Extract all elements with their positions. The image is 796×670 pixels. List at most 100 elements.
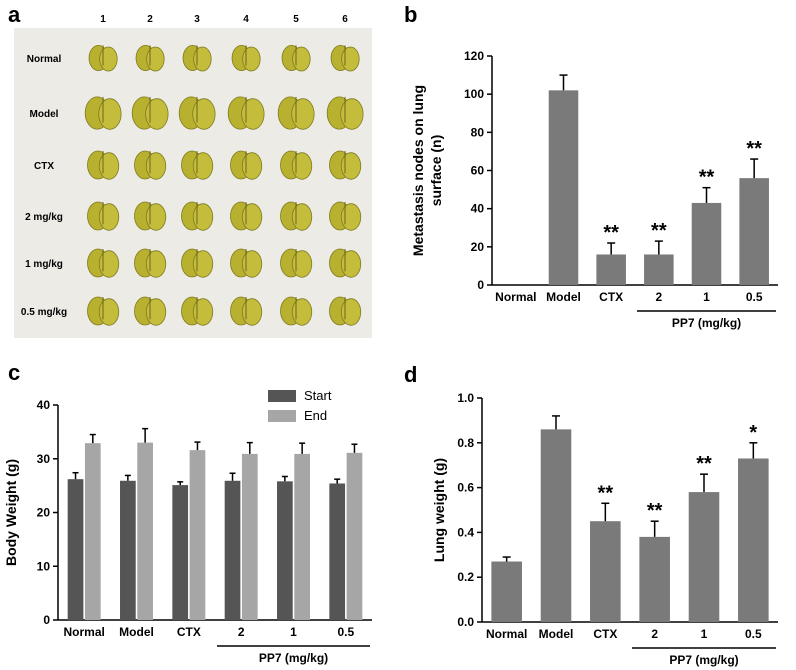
lung-lobe-right — [192, 98, 216, 130]
lung-specimen — [326, 96, 364, 130]
lung-specimen — [182, 45, 212, 72]
lung-specimen — [178, 96, 216, 130]
lung-lobe-right — [241, 203, 263, 231]
lung-specimen — [181, 201, 214, 231]
legend-label: Start — [304, 388, 332, 403]
legend-label: End — [304, 408, 327, 423]
lung-specimen — [135, 45, 165, 72]
lung-lobe-right — [291, 203, 313, 231]
bar-end — [189, 450, 206, 620]
lung-lobe-right — [145, 98, 169, 130]
lung-specimen — [231, 45, 261, 72]
lung-specimen — [134, 296, 167, 326]
x-tick-label: Normal — [495, 290, 536, 304]
photo-row-label: 0.5 mg/kg — [21, 307, 67, 318]
lung-lobe-right — [192, 203, 214, 231]
x-tick-label: 1 — [290, 625, 297, 639]
y-axis-title-line: surface (n) — [428, 135, 444, 207]
y-tick-label: 120 — [464, 49, 484, 63]
photo-column-label: 5 — [293, 14, 299, 25]
lung-specimen — [329, 296, 362, 326]
photo-row-label: Normal — [27, 54, 62, 65]
x-tick-label: CTX — [593, 627, 617, 641]
significance-marker: ** — [603, 222, 619, 244]
bar — [540, 429, 572, 622]
y-axis-title: Lung weight (g) — [431, 458, 447, 562]
lung-lobe-right — [193, 46, 212, 72]
bar-end — [137, 442, 153, 620]
y-axis-title: Body Weight (g) — [3, 459, 19, 566]
y-tick-label: 0 — [477, 278, 484, 292]
lung-lobe-right — [146, 46, 165, 72]
photo-background — [14, 28, 372, 338]
lung-specimen — [281, 45, 311, 72]
photo-row-label: 1 mg/kg — [25, 259, 63, 270]
bar — [548, 90, 579, 285]
x-tick-label: Normal — [486, 627, 527, 641]
lung-lobe-right — [192, 250, 214, 278]
lung-specimen — [330, 45, 360, 72]
lung-lobe-right — [145, 298, 167, 326]
bar-start — [277, 481, 293, 620]
panel-d-chart: 0.0 0.2 0.4 0.6 0.8 1.0 Lung weight (g) Normal M… — [431, 391, 778, 667]
lung-lobe-right — [291, 298, 313, 326]
y-tick-label: 0.6 — [457, 481, 474, 495]
lung-lobe-right — [241, 250, 263, 278]
lung-lobe-right — [340, 203, 362, 231]
bar-end — [346, 452, 363, 620]
lung-specimen — [277, 96, 315, 130]
bar — [491, 561, 522, 622]
bar-start — [120, 480, 136, 620]
x-tick-label: 0.5 — [745, 627, 762, 641]
y-tick-label: 20 — [471, 240, 485, 254]
lung-specimen — [134, 201, 167, 231]
bar — [639, 536, 670, 622]
lung-lobe-right — [98, 203, 120, 231]
significance-marker: ** — [746, 138, 762, 160]
x-tick-label: Model — [539, 627, 574, 641]
lung-specimen — [131, 96, 169, 130]
lung-specimen — [87, 201, 120, 231]
photo-column-label: 3 — [194, 14, 200, 25]
group-label: PP7 (mg/kg) — [259, 651, 328, 665]
lung-specimen — [280, 150, 313, 180]
lung-lobe-right — [145, 250, 167, 278]
panel-c-letter: c — [8, 360, 20, 385]
bar — [691, 202, 722, 285]
lung-specimen — [280, 296, 313, 326]
lung-lobe-right — [340, 250, 362, 278]
y-tick-label: 80 — [471, 125, 485, 139]
lung-specimen — [181, 150, 214, 180]
x-tick-label: CTX — [599, 290, 623, 304]
lung-specimen — [134, 150, 167, 180]
photo-row-label: 2 mg/kg — [25, 212, 63, 223]
y-tick-label: 0 — [43, 613, 50, 627]
photo-column-label: 6 — [342, 14, 348, 25]
lung-lobe-right — [291, 250, 313, 278]
x-tick-label: Normal — [63, 625, 104, 639]
y-axis-title-line: Metastasis nodes on lung — [410, 85, 426, 256]
legend-swatch-end — [268, 410, 296, 422]
y-axis-title: Metastasis nodes on lung surface (n) — [410, 85, 444, 256]
lung-lobe-right — [145, 203, 167, 231]
lung-lobe-right — [340, 298, 362, 326]
photo-row-label: CTX — [34, 161, 54, 172]
lung-lobe-right — [292, 46, 311, 72]
bar — [738, 458, 769, 622]
legend-swatch-start — [268, 390, 296, 402]
significance-marker: ** — [651, 220, 667, 242]
bar — [644, 254, 674, 285]
significance-marker: * — [749, 422, 757, 444]
x-tick-label: Model — [546, 290, 581, 304]
lung-specimen — [230, 201, 263, 231]
lung-specimen — [280, 201, 313, 231]
lung-specimen — [329, 248, 362, 278]
lung-lobe-right — [98, 298, 120, 326]
lung-lobe-right — [341, 46, 360, 72]
significance-marker: ** — [647, 500, 663, 522]
lung-lobe-right — [99, 46, 118, 72]
lung-specimen — [134, 248, 167, 278]
y-tick-label: 0.0 — [457, 615, 474, 629]
bar-start — [67, 479, 84, 620]
x-tick-label: 2 — [238, 625, 245, 639]
